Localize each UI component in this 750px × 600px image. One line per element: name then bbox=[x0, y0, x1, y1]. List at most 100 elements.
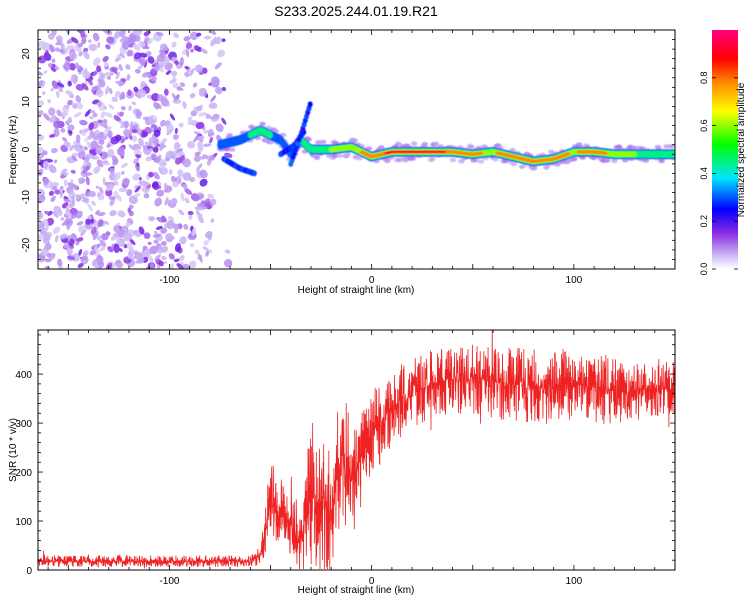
noise-blob bbox=[72, 184, 79, 191]
noise-blob bbox=[113, 243, 120, 254]
noise-blob bbox=[128, 144, 136, 151]
noise-blob bbox=[153, 171, 160, 180]
noise-blob bbox=[128, 34, 137, 44]
noise-blob bbox=[173, 200, 178, 204]
noise-blob bbox=[202, 246, 209, 252]
noise-blob bbox=[127, 89, 132, 97]
noise-blob bbox=[206, 155, 216, 162]
noise-blob bbox=[161, 240, 167, 246]
trace-halo bbox=[319, 139, 327, 145]
noise-blob bbox=[156, 216, 165, 223]
noise-blob bbox=[166, 119, 170, 125]
noise-blob bbox=[43, 50, 49, 59]
noise-blob bbox=[136, 162, 140, 167]
noise-blob bbox=[51, 147, 58, 154]
noise-blob bbox=[168, 168, 173, 175]
noise-blob bbox=[194, 151, 202, 156]
noise-blob bbox=[53, 185, 58, 191]
noise-blob bbox=[196, 163, 203, 171]
noise-blob bbox=[63, 141, 71, 148]
noise-blob bbox=[169, 263, 174, 269]
noise-blob bbox=[156, 54, 165, 63]
noise-blob bbox=[75, 210, 83, 219]
noise-blob bbox=[133, 157, 140, 164]
noise-blob bbox=[156, 265, 161, 269]
noise-blob bbox=[138, 58, 146, 67]
noise-blob bbox=[53, 120, 62, 129]
noise-blob bbox=[147, 38, 154, 45]
noise-blob bbox=[43, 113, 51, 121]
noise-blob bbox=[118, 229, 126, 238]
noise-blob bbox=[80, 255, 89, 265]
noise-blob bbox=[182, 183, 188, 190]
noise-blob bbox=[92, 32, 100, 42]
noise-blob bbox=[151, 76, 157, 82]
noise-blob bbox=[47, 62, 53, 68]
noise-blob bbox=[133, 192, 141, 198]
noise-blob bbox=[87, 77, 93, 86]
noise-blob bbox=[194, 110, 199, 114]
noise-blob bbox=[210, 218, 214, 223]
noise-blob bbox=[205, 250, 210, 257]
noise-blob bbox=[80, 30, 86, 38]
spectrogram-ylabel: Frequency (Hz) bbox=[8, 116, 19, 185]
noise-blob bbox=[119, 91, 125, 100]
noise-blob bbox=[149, 245, 158, 255]
snr-y-ticks: 0 100 200 300 400 bbox=[15, 334, 675, 577]
noise-blob bbox=[48, 165, 57, 174]
noise-blob bbox=[50, 87, 55, 92]
noise-blob bbox=[38, 71, 43, 76]
noise-blob bbox=[174, 242, 181, 252]
noise-blob bbox=[174, 229, 179, 234]
trace-halo bbox=[432, 141, 440, 146]
noise-blob bbox=[57, 209, 63, 217]
noise-blob bbox=[171, 222, 177, 229]
noise-blob bbox=[77, 262, 84, 268]
noise-blob bbox=[172, 82, 179, 89]
noise-blob bbox=[215, 123, 224, 133]
noise-blob bbox=[85, 218, 91, 225]
noise-blob bbox=[173, 258, 180, 263]
noise-blob bbox=[151, 93, 160, 102]
noise-blob bbox=[63, 242, 70, 249]
x-tick-label: 100 bbox=[566, 576, 583, 587]
trace-cell bbox=[477, 151, 484, 156]
noise-blob bbox=[79, 179, 86, 185]
noise-blob bbox=[163, 189, 169, 193]
noise-blob bbox=[179, 82, 186, 88]
noise-blob bbox=[161, 255, 167, 261]
noise-blob bbox=[70, 52, 76, 61]
noise-blob bbox=[137, 65, 143, 70]
noise-blob bbox=[78, 249, 83, 257]
noise-blob bbox=[154, 197, 163, 207]
noise-blob bbox=[145, 156, 153, 162]
noise-blob bbox=[38, 134, 45, 141]
trace-halo bbox=[366, 146, 373, 151]
noise-blob bbox=[128, 210, 134, 217]
trace-halo bbox=[543, 165, 550, 170]
trace-halo bbox=[471, 158, 478, 163]
noise-blob bbox=[64, 217, 74, 227]
noise-blob bbox=[172, 99, 182, 104]
noise-blob bbox=[193, 154, 201, 163]
noise-blob bbox=[189, 260, 197, 269]
noise-blob bbox=[88, 43, 98, 52]
noise-blob bbox=[121, 170, 125, 175]
x-tick-label: -100 bbox=[159, 275, 179, 286]
noise-blob bbox=[137, 115, 141, 120]
noise-blob bbox=[174, 157, 182, 165]
noise-blob bbox=[143, 232, 151, 240]
noise-blob bbox=[38, 168, 44, 176]
noise-blob bbox=[68, 63, 76, 71]
spectrogram-noise-blobs bbox=[38, 30, 233, 269]
trace-halo bbox=[248, 124, 255, 130]
noise-blob bbox=[217, 49, 226, 58]
noise-blob bbox=[223, 259, 233, 268]
spectrogram-signal-trace bbox=[216, 101, 675, 177]
y-tick-label: 20 bbox=[21, 48, 32, 60]
trace-halo bbox=[421, 141, 429, 147]
trace-halo bbox=[663, 144, 670, 149]
spectrogram-y-ticks: -20 -10 0 10 20 bbox=[21, 29, 675, 270]
noise-blob bbox=[67, 124, 75, 131]
noise-blob bbox=[221, 117, 227, 125]
